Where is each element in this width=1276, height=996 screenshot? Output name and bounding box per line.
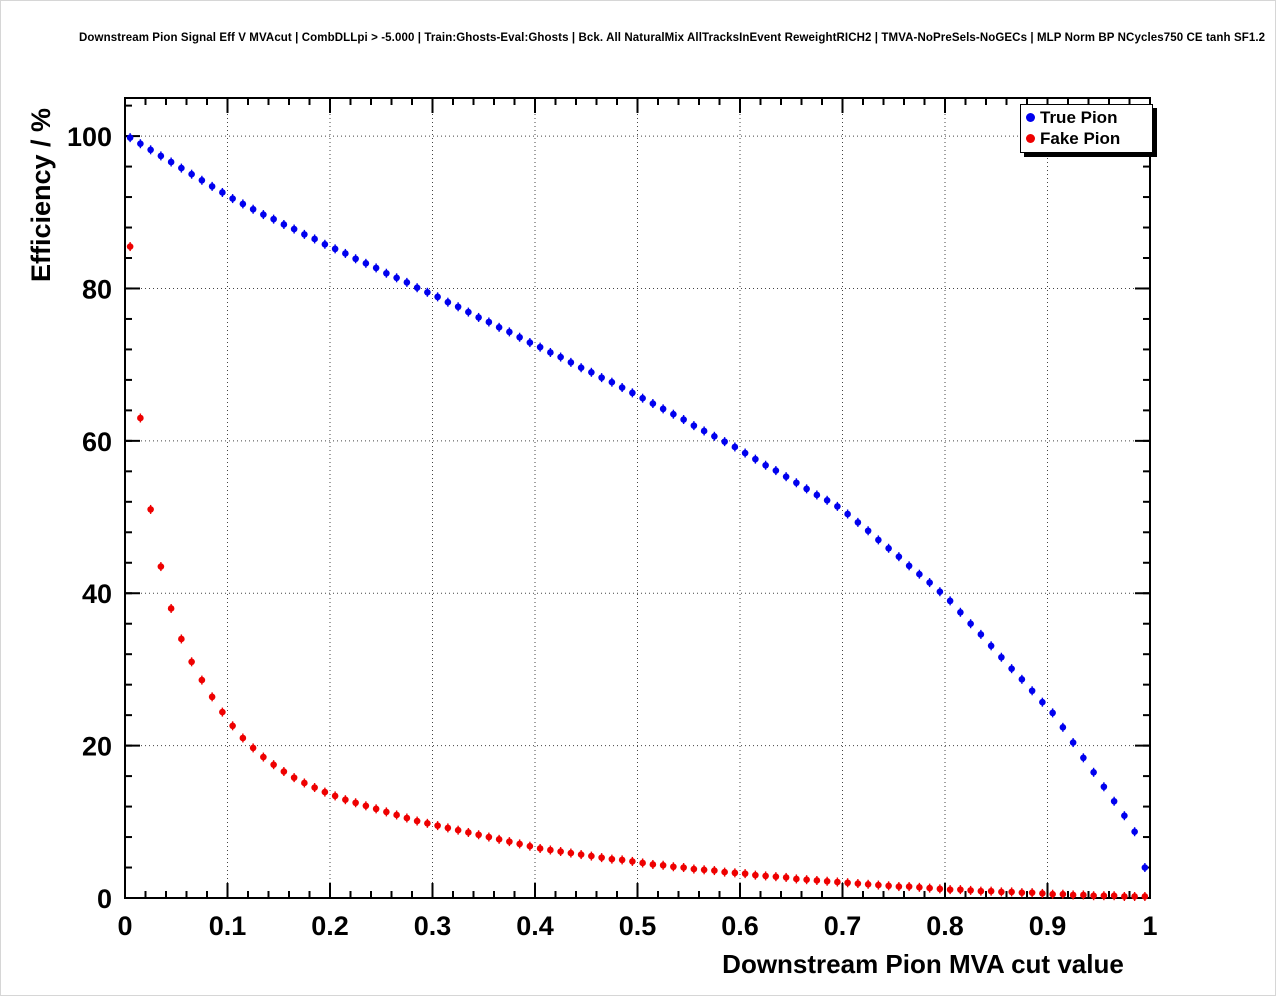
svg-text:0.4: 0.4 xyxy=(516,911,554,941)
svg-text:0.9: 0.9 xyxy=(1029,911,1067,941)
plot-title: Downstream Pion Signal Eff V MVAcut | Co… xyxy=(79,32,1266,44)
svg-text:0.3: 0.3 xyxy=(414,911,452,941)
legend-entry-fake-pion: Fake Pion xyxy=(1021,128,1152,149)
svg-text:0.1: 0.1 xyxy=(209,911,247,941)
svg-text:0.2: 0.2 xyxy=(311,911,349,941)
svg-text:0.7: 0.7 xyxy=(824,911,862,941)
legend-label-fake-pion: Fake Pion xyxy=(1040,129,1121,148)
svg-text:60: 60 xyxy=(82,427,112,457)
legend: True Pion Fake Pion xyxy=(1020,104,1153,153)
svg-text:0: 0 xyxy=(97,884,112,914)
svg-text:100: 100 xyxy=(67,122,112,152)
svg-text:1: 1 xyxy=(1142,911,1157,941)
svg-text:0: 0 xyxy=(117,911,132,941)
svg-text:0.8: 0.8 xyxy=(926,911,964,941)
x-axis-title: Downstream Pion MVA cut value xyxy=(722,949,1124,979)
svg-text:80: 80 xyxy=(82,274,112,304)
legend-entry-true-pion: True Pion xyxy=(1021,107,1152,128)
fake-pion-marker-icon xyxy=(1026,134,1035,143)
svg-text:0.5: 0.5 xyxy=(619,911,657,941)
y-axis-title: Efficiency / % xyxy=(26,107,56,283)
svg-text:20: 20 xyxy=(82,732,112,762)
svg-text:40: 40 xyxy=(82,579,112,609)
svg-text:0.6: 0.6 xyxy=(721,911,759,941)
true-pion-marker-icon xyxy=(1026,113,1035,122)
legend-label-true-pion: True Pion xyxy=(1040,108,1118,127)
